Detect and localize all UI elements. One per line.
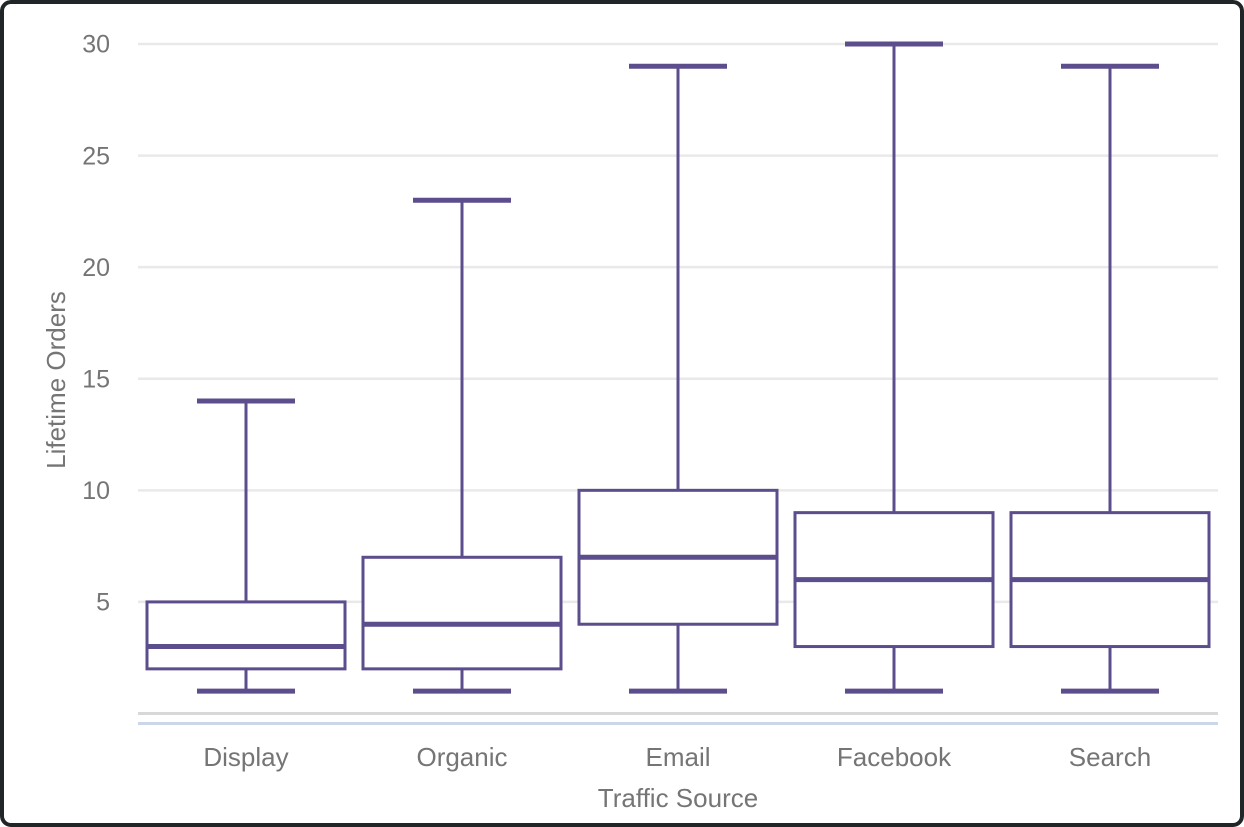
x-tick-label: Email [645,742,710,772]
y-tick-label: 30 [82,31,110,59]
iqr-box-display[interactable] [145,600,347,671]
x-axis-title: Traffic Source [598,783,758,813]
y-tick-label: 5 [96,589,110,617]
x-tick-label: Facebook [837,742,952,772]
y-tick-label: 10 [82,477,110,505]
y-axis-title: Lifetime Orders [41,291,71,469]
x-tick-label: Organic [416,742,507,772]
y-tick-label: 20 [82,254,110,282]
y-tick-label: 15 [82,365,110,393]
x-tick-label: Search [1069,742,1151,772]
iqr-box-organic[interactable] [361,555,563,671]
y-tick-label: 25 [82,142,110,170]
x-tick-label: Display [203,742,288,772]
